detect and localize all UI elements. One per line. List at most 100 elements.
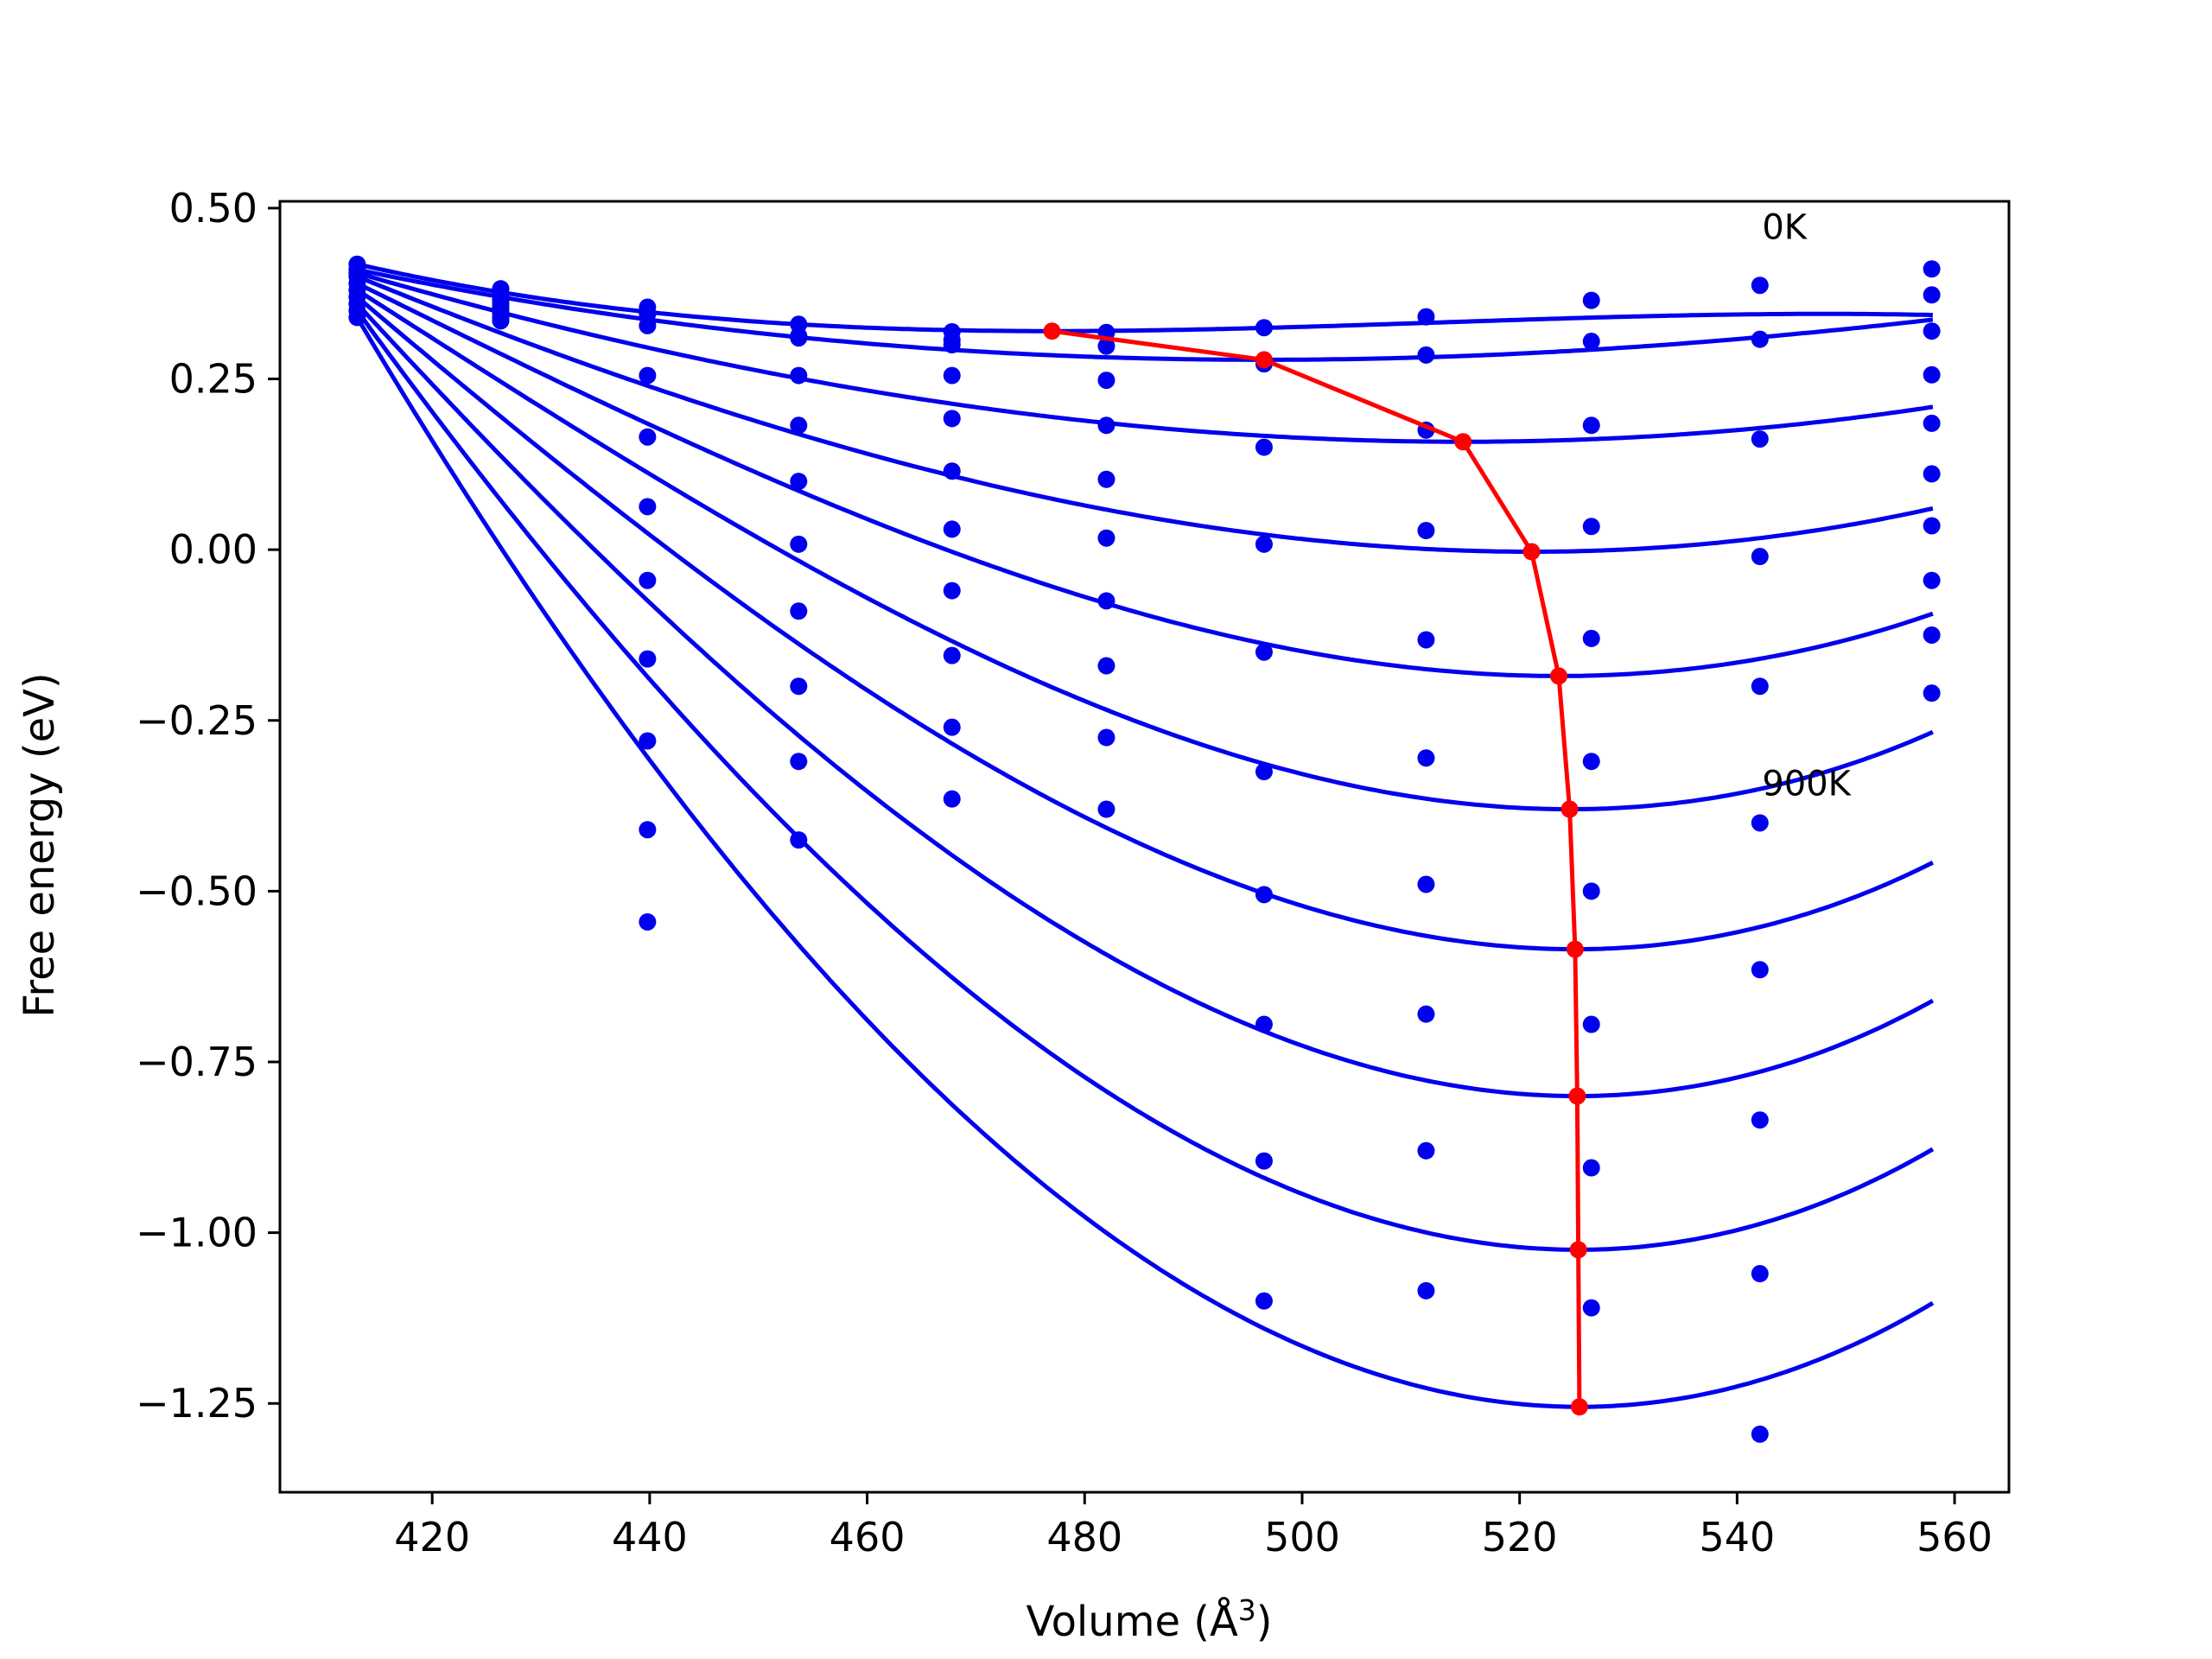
minimum-point-5 (1560, 800, 1579, 818)
data-point-s9-4 (943, 718, 961, 736)
fit-curve-2 (355, 270, 1934, 444)
data-point-s8-7 (1417, 1141, 1435, 1160)
data-point-s1-9 (1751, 330, 1769, 348)
data-point-s2-5 (1097, 372, 1116, 390)
minimum-point-3 (1522, 543, 1541, 561)
data-point-s7-10 (1923, 571, 1941, 589)
data-point-extra-1 (790, 831, 808, 849)
data-point-s4-4 (943, 410, 961, 428)
fit-curve-1 (355, 267, 1934, 362)
data-point-s5-2 (639, 498, 657, 516)
data-point-s8-2 (639, 732, 657, 750)
data-point-s5-5 (1097, 529, 1116, 547)
data-point-s4-7 (1417, 631, 1435, 649)
data-point-s1-10 (1923, 286, 1941, 304)
data-point-s3-7 (1417, 522, 1435, 540)
data-point-s0-6 (1255, 319, 1273, 337)
data-point-s5-4 (943, 462, 961, 480)
minimum-point-0 (1043, 322, 1061, 340)
minimum-point-9 (1570, 1398, 1588, 1416)
data-point-s4-2 (639, 428, 657, 446)
fit-curves (353, 261, 1935, 1409)
annotation-1: 900K (1762, 765, 1852, 804)
data-point-extra-2 (943, 790, 961, 808)
x-tick-label-440: 440 (612, 1514, 688, 1560)
data-point-s7-8 (1582, 1015, 1600, 1033)
data-point-s6-9 (1751, 961, 1769, 979)
data-point-s7-2 (639, 650, 657, 668)
fit-curve-3 (355, 274, 1934, 554)
data-point-s3-6 (1255, 535, 1273, 553)
x-tick-label-480: 480 (1046, 1514, 1122, 1560)
data-point-s6-8 (1582, 882, 1600, 900)
data-point-extra-0 (639, 912, 657, 931)
data-point-s8-8 (1582, 1159, 1600, 1177)
data-point-s7-4 (943, 582, 961, 600)
y-tick-label-6: −1.00 (136, 1210, 257, 1256)
data-point-s2-6 (1255, 438, 1273, 456)
data-point-s5-3 (790, 473, 808, 491)
data-point-s3-3 (790, 366, 808, 385)
data-point-s4-6 (1255, 643, 1273, 661)
minimum-point-7 (1568, 1087, 1586, 1105)
data-point-s1-5 (1097, 337, 1116, 355)
y-tick-label-5: −0.75 (136, 1039, 257, 1085)
data-point-s4-3 (790, 416, 808, 435)
minimum-path (1043, 322, 1588, 1416)
x-axis-label-exponent: 3 (1238, 1593, 1256, 1627)
fit-curve-4 (354, 280, 1934, 678)
data-point-s2-9 (1751, 430, 1769, 448)
data-point-s8-10 (1923, 626, 1941, 644)
y-tick-label-7: −1.25 (136, 1380, 257, 1427)
minimum-path-line (1052, 328, 1582, 1408)
data-point-s4-8 (1582, 629, 1600, 647)
data-point-s5-10 (1923, 465, 1941, 483)
data-point-s8-4 (943, 646, 961, 664)
data-point-s5-9 (1751, 814, 1769, 832)
minimum-point-6 (1566, 940, 1584, 958)
data-point-s0-10 (1923, 260, 1941, 278)
minimum-point-1 (1255, 351, 1273, 369)
data-point-s0-9 (1751, 276, 1769, 295)
data-point-s3-10 (1923, 365, 1941, 384)
data-point-s2-4 (943, 336, 961, 353)
minimum-point-8 (1569, 1241, 1587, 1259)
data-points (348, 255, 1941, 1443)
minimum-point-4 (1549, 667, 1567, 685)
data-point-s9-0 (348, 308, 366, 327)
y-tick-label-4: −0.50 (136, 868, 257, 914)
x-tick-label-420: 420 (394, 1514, 470, 1560)
y-axis-label: Free energy (eV) (16, 672, 64, 1017)
fit-curve-7 (354, 301, 1935, 1098)
data-point-s9-1 (492, 312, 510, 330)
fit-curve-8 (354, 308, 1935, 1252)
data-point-s6-10 (1923, 517, 1941, 535)
data-point-s3-5 (1097, 416, 1116, 435)
x-tick-label-460: 460 (830, 1514, 906, 1560)
fit-curve-0 (355, 261, 1933, 334)
data-point-s9-3 (790, 753, 808, 771)
data-point-s7-5 (1097, 657, 1116, 675)
data-point-s4-9 (1751, 677, 1769, 696)
minimum-point-2 (1454, 433, 1472, 451)
data-point-s5-7 (1417, 749, 1435, 767)
y-tick-label-1: 0.25 (169, 356, 257, 403)
data-point-s9-8 (1582, 1299, 1600, 1317)
x-axis-label-main: Volume (Å (1026, 1597, 1238, 1646)
x-tick-label-560: 560 (1916, 1514, 1993, 1560)
data-point-s5-6 (1255, 763, 1273, 781)
data-point-s6-4 (943, 520, 961, 538)
x-tick-label-540: 540 (1699, 1514, 1775, 1560)
data-point-s1-8 (1582, 333, 1600, 351)
data-point-s2-2 (639, 316, 657, 334)
x-axis-label-suffix: ) (1256, 1598, 1273, 1646)
plot-frame (278, 200, 2011, 1494)
data-point-s3-4 (943, 366, 961, 385)
data-point-s2-8 (1582, 416, 1600, 435)
data-point-s0-8 (1582, 291, 1600, 309)
data-point-s8-5 (1097, 728, 1116, 747)
data-point-s7-3 (790, 602, 808, 620)
fit-curve-5 (354, 287, 1934, 811)
data-point-s4-5 (1097, 470, 1116, 488)
data-point-s5-8 (1582, 753, 1600, 771)
